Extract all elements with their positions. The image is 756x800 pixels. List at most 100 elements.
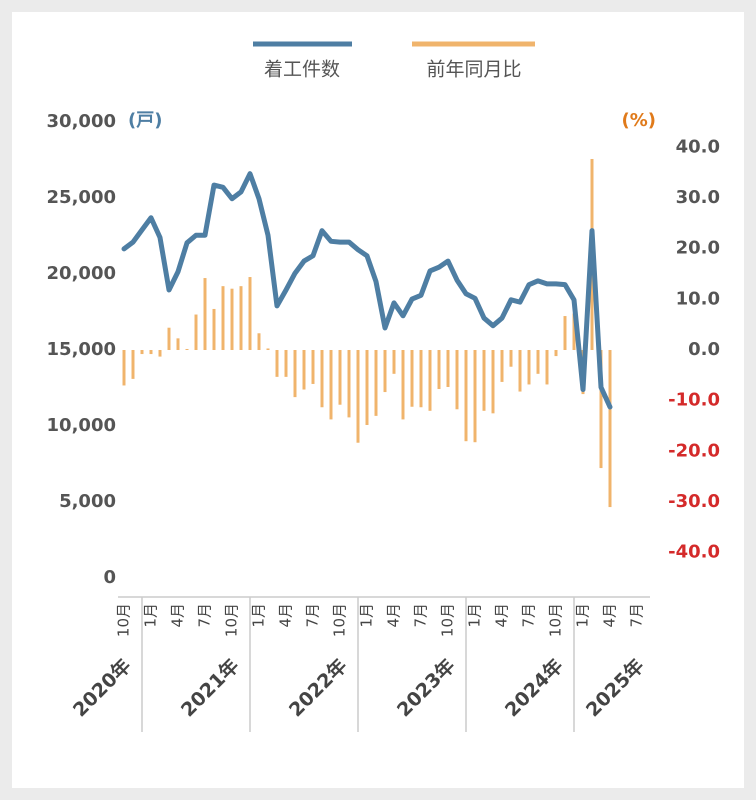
- y-tick-label: 20,000: [47, 263, 116, 284]
- bar: [419, 350, 423, 408]
- bar: [329, 350, 333, 420]
- x-tick-label: 4月: [277, 603, 295, 628]
- bar: [401, 350, 405, 420]
- bar: [608, 350, 612, 508]
- bar: [221, 286, 225, 350]
- line: [121, 171, 613, 410]
- x-tick-label: 1月: [358, 603, 376, 628]
- bar: [599, 350, 603, 469]
- bar: [149, 350, 153, 355]
- bar: [563, 316, 567, 350]
- bar: [383, 350, 387, 393]
- bar: [167, 327, 171, 350]
- x-tick-label: 4月: [385, 603, 403, 628]
- bar: [284, 350, 288, 377]
- bar: [365, 350, 369, 425]
- y2-tick-label: 20.0: [676, 238, 720, 259]
- legend-label: 前年同月比: [426, 59, 521, 81]
- y-tick-label: 30,000: [47, 111, 116, 132]
- x-tick-label: 10月: [547, 603, 565, 637]
- y-tick-label: 25,000: [47, 187, 116, 208]
- y2-tick-label: 40.0: [676, 136, 720, 157]
- bar: [356, 350, 360, 443]
- bar: [500, 350, 504, 382]
- x-tick-label: 10月: [331, 603, 349, 637]
- x-tick-label: 10月: [115, 603, 133, 637]
- bar: [311, 350, 315, 384]
- year-label: 2020年: [68, 654, 135, 721]
- year-label: 2022年: [284, 654, 351, 721]
- x-tick-label: 1月: [466, 603, 484, 628]
- x-tick-label: 7月: [304, 603, 322, 628]
- y-tick-label: 5,000: [59, 491, 116, 512]
- x-tick-label: 1月: [574, 603, 592, 628]
- bar: [428, 350, 432, 411]
- x-tick-label: 10月: [439, 603, 457, 637]
- bar: [545, 350, 549, 385]
- y-tick-label: 10,000: [47, 415, 116, 436]
- bar: [473, 350, 477, 443]
- bar: [536, 350, 540, 374]
- bar: [302, 350, 306, 390]
- bar: [176, 338, 180, 350]
- bar: [572, 313, 576, 350]
- y2-tick-label: 30.0: [676, 187, 720, 208]
- y2-tick-label: -20.0: [668, 440, 720, 461]
- bar: [482, 350, 486, 411]
- bar: [374, 350, 378, 416]
- panel: 着工件数 前年同月比 (戸) (%) 0 5,000 10,000 15,000 20,000 2…: [12, 12, 744, 788]
- bar: [122, 350, 126, 386]
- x-tick-label: 7月: [520, 603, 538, 628]
- bar: [185, 348, 189, 350]
- year-label: 2024年: [500, 654, 567, 721]
- bar: [491, 350, 495, 414]
- bar: [392, 350, 396, 374]
- x-tick-label: 1月: [142, 603, 160, 628]
- bar: [464, 350, 468, 442]
- bar: [518, 350, 522, 392]
- bar: [338, 350, 342, 405]
- bar: [257, 333, 261, 350]
- y2-tick-label: 10.0: [676, 288, 720, 309]
- x-tick-label: 10月: [223, 603, 241, 637]
- bar: [293, 350, 297, 398]
- x-tick-label: 1月: [250, 603, 268, 628]
- y2-tick-label: -30.0: [668, 491, 720, 512]
- y2-tick-label: -10.0: [668, 390, 720, 411]
- year-label: 2021年: [176, 654, 243, 721]
- bar: [212, 308, 216, 350]
- bar: [194, 314, 198, 350]
- x-tick-label: 4月: [601, 603, 619, 628]
- x-tick-label: 7月: [628, 603, 646, 628]
- bar: [437, 350, 441, 390]
- y-unit: (戸): [128, 110, 162, 131]
- bar: [347, 350, 351, 418]
- x-tick-label: 7月: [196, 603, 214, 628]
- bar: [554, 350, 558, 357]
- year-label: 2023年: [392, 654, 459, 721]
- bar: [203, 278, 207, 350]
- bar: [248, 277, 252, 350]
- year-label: 2025年: [581, 654, 648, 721]
- bar: [527, 350, 531, 385]
- legend-label: 着工件数: [264, 59, 340, 81]
- bar: [158, 350, 162, 357]
- bar: [446, 350, 450, 387]
- x-tick-label: 4月: [169, 603, 187, 628]
- x-tick-label: 7月: [412, 603, 430, 628]
- bar: [140, 350, 144, 355]
- bar: [230, 288, 234, 350]
- y2-tick-label: 0.0: [688, 339, 720, 360]
- bar: [320, 350, 324, 408]
- x-tick-label: 4月: [493, 603, 511, 628]
- y2-unit: (%): [622, 110, 657, 131]
- chart: 着工件数 前年同月比 (戸) (%) 0 5,000 10,000 15,000 20,000 2…: [47, 41, 720, 732]
- y2-tick-label: -40.0: [668, 542, 720, 563]
- bar: [509, 350, 513, 367]
- bar: [455, 350, 459, 410]
- bar: [266, 348, 270, 350]
- bar: [275, 350, 279, 377]
- y-tick-label: 0: [103, 567, 116, 588]
- y-tick-label: 15,000: [47, 339, 116, 360]
